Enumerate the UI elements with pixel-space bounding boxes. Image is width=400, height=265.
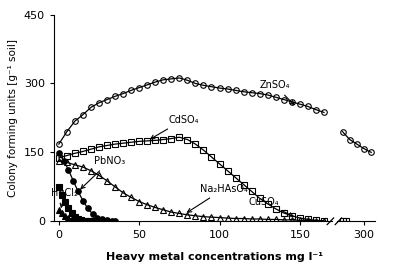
Text: CuSO₄: CuSO₄: [248, 197, 293, 216]
Text: Heavy metal concentrations mg l⁻¹: Heavy metal concentrations mg l⁻¹: [106, 252, 323, 262]
Text: Na₂HAsO₄: Na₂HAsO₄: [188, 184, 248, 212]
Text: CdSO₄: CdSO₄: [151, 115, 198, 139]
Text: PbNO₃: PbNO₃: [81, 156, 126, 189]
Text: ZnSO₄: ZnSO₄: [260, 80, 294, 104]
Text: HgCl₂: HgCl₂: [51, 188, 78, 207]
Y-axis label: Colony forming units [g⁻¹ soil]: Colony forming units [g⁻¹ soil]: [8, 39, 18, 197]
